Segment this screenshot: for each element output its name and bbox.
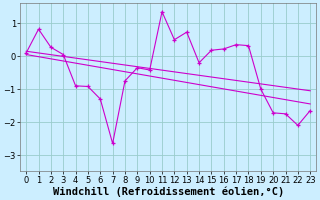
- X-axis label: Windchill (Refroidissement éolien,°C): Windchill (Refroidissement éolien,°C): [52, 186, 284, 197]
